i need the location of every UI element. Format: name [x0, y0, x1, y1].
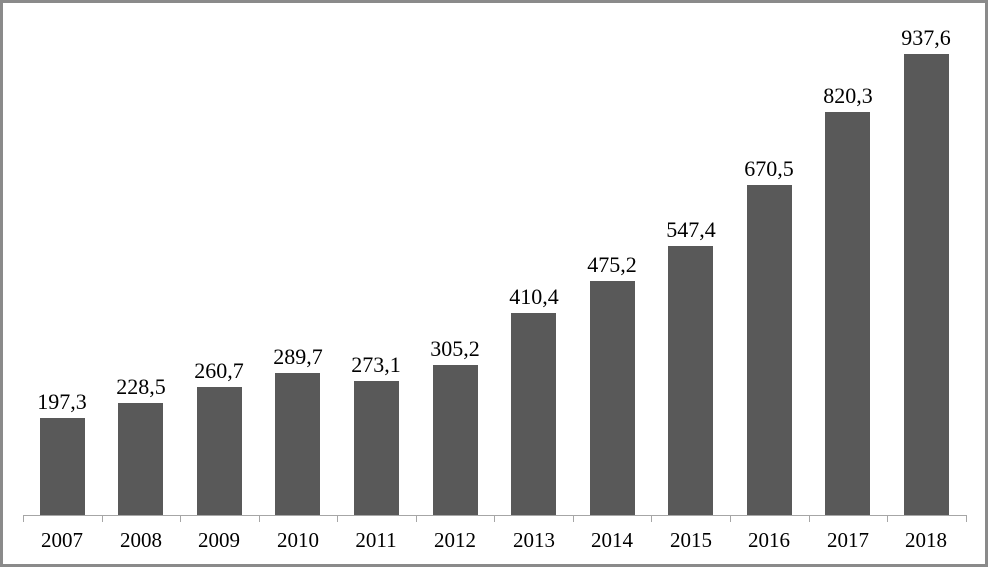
- x-tick-label: 2018: [905, 528, 947, 552]
- x-axis-tick: [651, 515, 652, 522]
- x-axis-tick: [573, 515, 574, 522]
- bar: [511, 313, 556, 515]
- x-tick-label: 2011: [355, 528, 397, 552]
- x-axis-tick: [887, 515, 888, 522]
- bar: [354, 381, 399, 515]
- bar-value-label: 475,2: [587, 252, 637, 277]
- x-axis-tick: [23, 515, 24, 522]
- bar-value-label: 547,4: [666, 217, 716, 242]
- x-axis-tick: [259, 515, 260, 522]
- bar: [904, 54, 949, 515]
- x-axis-tick: [809, 515, 810, 522]
- bar-value-label: 228,5: [116, 374, 166, 399]
- x-tick-label: 2017: [827, 528, 869, 552]
- x-axis-tick: [337, 515, 338, 522]
- x-tick-label: 2013: [513, 528, 555, 552]
- bar: [590, 281, 635, 515]
- bar: [40, 418, 85, 515]
- x-tick-label: 2016: [748, 528, 790, 552]
- x-tick-label: 2009: [198, 528, 240, 552]
- bar-value-label: 197,3: [37, 389, 87, 414]
- bar-value-label: 305,2: [430, 336, 480, 361]
- bar: [668, 246, 713, 515]
- x-tick-label: 2007: [41, 528, 83, 552]
- x-axis-tick: [494, 515, 495, 522]
- x-tick-label: 2008: [120, 528, 162, 552]
- bar: [275, 373, 320, 515]
- bar-value-label: 289,7: [273, 344, 323, 369]
- bar-value-label: 820,3: [823, 83, 873, 108]
- bar: [825, 112, 870, 515]
- x-tick-label: 2014: [591, 528, 633, 552]
- bar-value-label: 410,4: [509, 284, 559, 309]
- bar-value-label: 670,5: [744, 156, 794, 181]
- x-axis-tick: [730, 515, 731, 522]
- bar: [197, 387, 242, 515]
- x-axis-tick: [416, 515, 417, 522]
- bar: [747, 185, 792, 515]
- bar-value-label: 937,6: [901, 25, 951, 50]
- bar: [118, 403, 163, 515]
- bar-value-label: 260,7: [194, 358, 244, 383]
- x-axis-line: [23, 515, 967, 516]
- x-axis-tick: [180, 515, 181, 522]
- bar: [433, 365, 478, 515]
- x-tick-label: 2012: [434, 528, 476, 552]
- x-axis-tick: [102, 515, 103, 522]
- x-tick-label: 2010: [277, 528, 319, 552]
- x-tick-label: 2015: [670, 528, 712, 552]
- bar-value-label: 273,1: [351, 352, 401, 377]
- x-axis-tick: [966, 515, 967, 522]
